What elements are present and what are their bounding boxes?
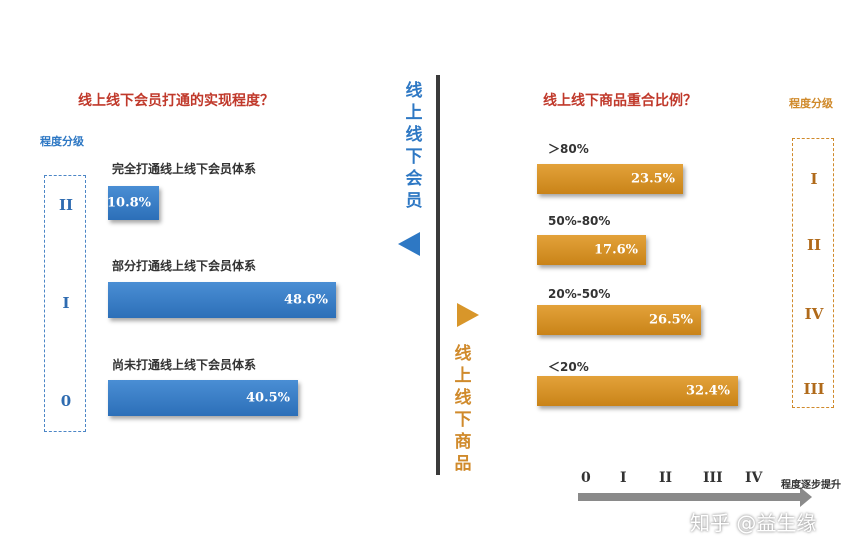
left-level-box (44, 175, 86, 432)
axis-tick-label: III (703, 470, 723, 486)
products-side-char: 线 (454, 388, 472, 408)
members-side-char: 下 (405, 147, 423, 167)
right-level-header: 程度分级 (789, 97, 833, 110)
right-bar: 32.4% (537, 376, 738, 406)
left-bar: 40.5% (108, 380, 298, 416)
left-category-label: 部分打通线上线下会员体系 (112, 259, 257, 273)
right-bar-value: 32.4% (685, 383, 730, 399)
left-level-label: 0 (60, 392, 72, 410)
left-bar: 10.8% (106, 186, 159, 220)
left-bar: 48.6% (108, 282, 336, 318)
axis-label: 程度逐步提升 (781, 480, 841, 491)
members-side-char: 线 (405, 125, 423, 145)
right-level-label: III (803, 380, 825, 398)
left-bar-value: 40.5% (245, 390, 290, 406)
right-bar-value: 26.5% (648, 312, 693, 328)
right-category-label: 50%-80% (548, 214, 611, 228)
products-side-label: 线上线下商品 (452, 343, 474, 475)
products-side-char: 线 (454, 344, 472, 364)
right-bar: 23.5% (537, 164, 683, 194)
members-side-label: 线上线下会员 (403, 80, 425, 212)
left-category-label: 尚未打通线上线下会员体系 (112, 358, 257, 372)
axis-tick-label: IV (745, 470, 763, 486)
axis-tick-label: 0 (581, 470, 591, 486)
left-level-label: I (62, 294, 70, 312)
left-bar-value: 10.8% (106, 195, 151, 211)
left-level-header: 程度分级 (40, 135, 84, 148)
right-bar: 17.6% (537, 235, 646, 265)
left-level-label: II (58, 196, 74, 214)
members-side-char: 员 (405, 191, 423, 211)
products-side-char: 品 (454, 454, 472, 474)
right-level-label: I (810, 170, 818, 188)
products-side-char: 上 (454, 366, 472, 386)
left-pointer-icon (398, 232, 420, 256)
right-level-label: II (806, 236, 822, 254)
axis-tick-label: II (659, 470, 673, 486)
right-pointer-icon (457, 303, 479, 327)
axis-arrow-head-icon (800, 487, 812, 507)
right-bar-value: 17.6% (593, 242, 638, 258)
left-chart-title: 线上线下会员打通的实现程度？ (78, 93, 274, 109)
members-side-char: 上 (405, 103, 423, 123)
right-bar: 26.5% (537, 305, 701, 335)
axis-tick-label: I (620, 470, 627, 486)
right-category-label: ＞80% (548, 142, 589, 156)
right-level-label: IV (804, 305, 824, 323)
members-side-char: 会 (405, 169, 423, 189)
left-bar-value: 48.6% (283, 292, 328, 308)
right-level-box (792, 138, 834, 408)
products-side-char: 下 (454, 410, 472, 430)
center-divider (436, 75, 440, 475)
right-category-label: ＜20% (548, 360, 589, 374)
left-category-label: 完全打通线上线下会员体系 (112, 162, 257, 176)
right-bar-value: 23.5% (630, 171, 675, 187)
watermark: 知乎 @益生缘 (690, 511, 817, 535)
right-category-label: 20%-50% (548, 287, 611, 301)
right-chart-title: 线上线下商品重合比例？ (543, 93, 697, 109)
members-side-char: 线 (405, 81, 423, 101)
products-side-char: 商 (454, 432, 472, 452)
axis-arrow (578, 493, 803, 501)
